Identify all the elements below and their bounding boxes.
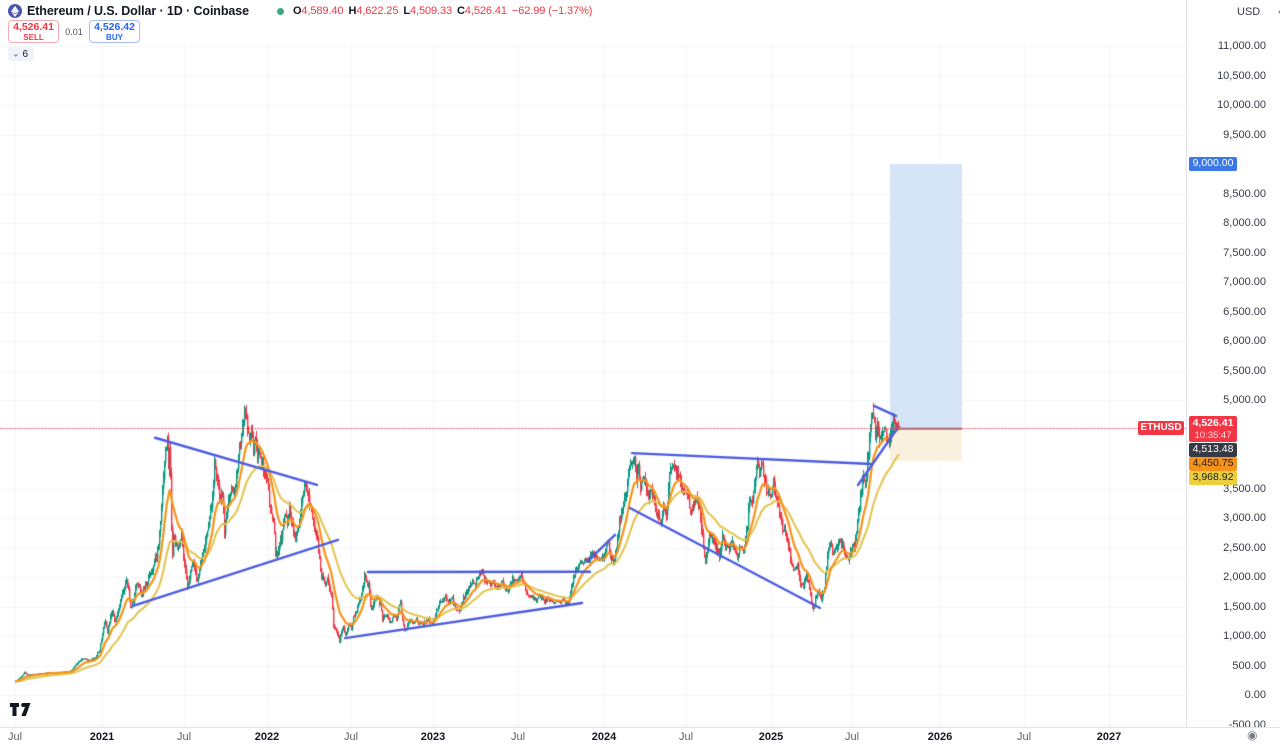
price-tick: 1,500.00 xyxy=(1223,600,1266,613)
ohlc-values: O4,589.40 H4,622.25 L4,509.33 C4,526.41 −62.… xyxy=(293,5,597,17)
price-tick: 10,500.00 xyxy=(1217,69,1266,82)
chevron-down-icon: ⌄ xyxy=(12,48,20,58)
indicators-count: 6 xyxy=(22,48,29,60)
price-tick: 2,000.00 xyxy=(1223,571,1266,583)
tradingview-logo[interactable] xyxy=(10,703,32,723)
spread-value: 0.01 xyxy=(65,26,83,37)
close-label: C xyxy=(457,5,465,17)
price-tick: 7,500.00 xyxy=(1223,246,1266,259)
buy-button[interactable]: 4,526.42 BUY xyxy=(89,20,140,43)
price-tick: 8,000.00 xyxy=(1223,217,1266,229)
time-tick[interactable]: Jul xyxy=(844,731,860,743)
time-axis[interactable]: Jul 2021 Jul 2022 Jul 2023 Jul 2024 Jul 2025 Jul 20… xyxy=(0,727,1280,745)
ma-slow-price-label: 3,968.92 xyxy=(1189,471,1237,485)
price-tick: 6,500.00 xyxy=(1223,305,1266,318)
time-tick[interactable]: 2025 xyxy=(758,731,784,743)
price-tick: 500.00 xyxy=(1232,659,1266,672)
time-tick[interactable]: Jul xyxy=(678,731,694,743)
time-tick[interactable]: Jul xyxy=(510,731,526,743)
trade-panel: 4,526.41 SELL 0.01 4,526.42 BUY xyxy=(8,20,140,43)
current-price-label: 4,526.41 10:35:47 xyxy=(1189,415,1237,442)
entry-price-label: 4,513.48 xyxy=(1189,443,1237,457)
market-status-icon[interactable] xyxy=(276,7,284,15)
target-price-label[interactable]: 9,000.00 xyxy=(1189,157,1237,171)
price-tick: 5,500.00 xyxy=(1223,364,1266,377)
time-axis-settings-icon[interactable]: ◉ xyxy=(1247,728,1258,742)
symbol-header: Ethereum / U.S. Dollar · 1D · Coinbase O… xyxy=(8,3,597,19)
symbol-price-tag: ETHUSD xyxy=(1138,420,1184,435)
price-tick: 9,500.00 xyxy=(1223,128,1266,141)
price-axis[interactable]: USD ▾ 11,000.00 10,500.00 10,000.00 9,500.0… xyxy=(1186,0,1280,731)
change-value: −62.99 (−1.37%) xyxy=(511,5,593,17)
indicators-collapse-chip[interactable]: ⌄ 6 xyxy=(8,47,35,61)
sell-price: 4,526.41 xyxy=(13,20,54,33)
high-value: 4,622.25 xyxy=(356,5,399,17)
buy-label: BUY xyxy=(106,32,123,42)
high-label: H xyxy=(348,5,357,17)
time-tick[interactable]: 2023 xyxy=(420,731,446,743)
price-tick: 11,000.00 xyxy=(1217,40,1266,52)
current-price-value: 4,526.41 xyxy=(1192,416,1234,429)
time-tick[interactable]: 2022 xyxy=(254,731,280,743)
price-tick: 0.00 xyxy=(1244,689,1266,701)
caret-down-icon: ▾ xyxy=(1278,8,1280,17)
low-value: 4,509.33 xyxy=(409,5,452,17)
time-tick[interactable]: Jul xyxy=(7,731,23,743)
time-tick[interactable]: 2027 xyxy=(1096,731,1122,743)
currency-label: USD xyxy=(1237,6,1261,18)
time-tick[interactable]: Jul xyxy=(1016,731,1032,743)
currency-selector[interactable]: USD ▾ xyxy=(1237,6,1280,18)
bar-countdown: 10:35:47 xyxy=(1194,429,1232,441)
time-tick[interactable]: Jul xyxy=(176,731,192,743)
price-tick: 6,000.00 xyxy=(1223,335,1266,347)
low-label: L xyxy=(403,5,410,17)
ethereum-icon[interactable] xyxy=(8,4,22,18)
price-tick: 10,000.00 xyxy=(1217,99,1266,111)
sell-button[interactable]: 4,526.41 SELL xyxy=(8,20,59,43)
price-tick: 2,500.00 xyxy=(1223,541,1266,554)
price-tick: 1,000.00 xyxy=(1223,630,1266,642)
symbol-title[interactable]: Ethereum / U.S. Dollar · 1D · Coinbase xyxy=(27,4,249,18)
ma-fast-price-label: 4,450.75 xyxy=(1189,457,1237,471)
price-tick: 8,500.00 xyxy=(1223,187,1266,200)
time-tick[interactable]: 2024 xyxy=(591,731,617,743)
price-tick: 7,000.00 xyxy=(1223,276,1266,288)
price-tick: 5,000.00 xyxy=(1223,394,1266,406)
open-label: O xyxy=(292,5,302,17)
close-value: 4,526.41 xyxy=(464,5,507,17)
price-tick: 3,500.00 xyxy=(1223,482,1266,495)
buy-price: 4,526.42 xyxy=(94,20,135,33)
sell-label: SELL xyxy=(23,32,44,42)
open-value: 4,589.40 xyxy=(301,5,344,17)
time-tick[interactable]: 2021 xyxy=(89,731,115,743)
price-tick: 3,000.00 xyxy=(1223,512,1266,524)
time-tick[interactable]: Jul xyxy=(343,731,359,743)
time-tick[interactable]: 2026 xyxy=(927,731,953,743)
